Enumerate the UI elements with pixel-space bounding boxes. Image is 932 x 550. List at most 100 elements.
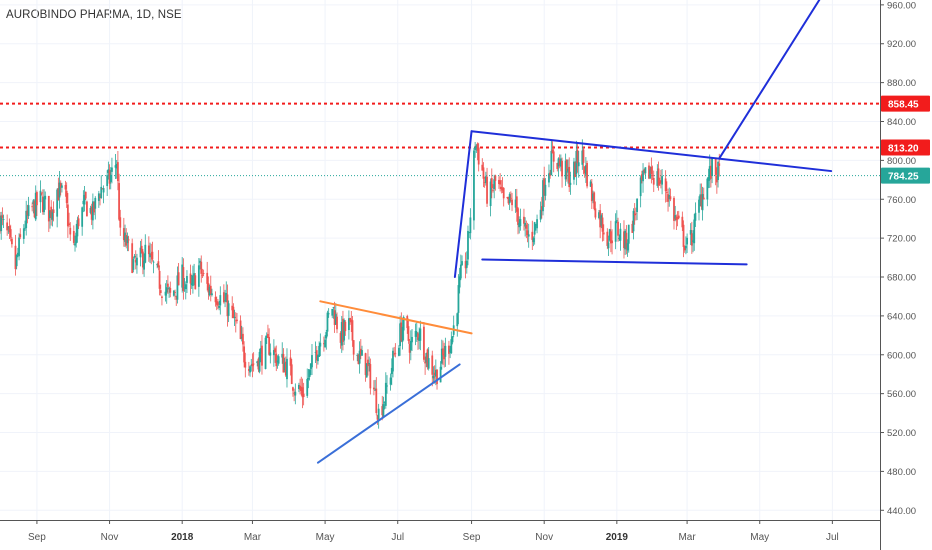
candle-body [648, 165, 650, 179]
candle-body [706, 178, 709, 200]
y-tick-label: 800.00 [887, 156, 916, 167]
candle-body [511, 199, 513, 206]
candle-body [193, 273, 196, 276]
candle-body [66, 204, 69, 227]
candle-body [274, 348, 276, 353]
price-level-badge-label: 784.25 [888, 172, 919, 183]
candle-body [715, 175, 718, 183]
candle-body [24, 227, 26, 229]
candle-body [141, 251, 144, 268]
candle-body [324, 339, 326, 348]
candle-body [690, 233, 693, 246]
candle-body [218, 306, 221, 308]
candle-body [206, 272, 209, 284]
candle-body [598, 212, 600, 219]
candle-body [440, 348, 443, 364]
candle-body [675, 216, 678, 221]
candle-body [115, 163, 118, 169]
candle-body [217, 302, 219, 306]
candle-body [219, 295, 222, 306]
candle-body [477, 147, 480, 165]
candle-body [469, 217, 472, 234]
candle-body [492, 189, 494, 191]
candle-body [377, 408, 380, 419]
candle-body [339, 332, 342, 343]
y-tick-label: 760.00 [887, 195, 916, 206]
price-levels [0, 102, 880, 177]
candle-body [486, 176, 488, 204]
candle-body [133, 255, 136, 258]
y-tick-label: 440.00 [887, 506, 916, 517]
candle-body [286, 358, 288, 380]
candle-body [200, 261, 203, 274]
candle-body [242, 333, 244, 345]
candle-body [509, 197, 512, 199]
candle-body [314, 352, 317, 353]
candle-body [172, 290, 175, 296]
x-tick-label: May [750, 532, 769, 543]
candle-body [250, 364, 253, 366]
candle-body [551, 149, 554, 154]
candle-body [19, 234, 22, 238]
trendlines[interactable] [316, 0, 833, 464]
candle-body [190, 283, 193, 286]
candle-body [368, 362, 371, 365]
candle-body [527, 234, 530, 237]
candle-body [418, 337, 421, 342]
candle-body [276, 360, 279, 363]
price-level-badge-label: 813.20 [888, 144, 919, 155]
candle-body [550, 150, 553, 176]
candle-body [536, 219, 538, 229]
candle-body [424, 361, 427, 364]
candle-body [576, 149, 579, 164]
candle-body [50, 206, 53, 218]
candle-body [593, 192, 596, 209]
candle-body [392, 350, 394, 372]
candle-body [122, 228, 125, 241]
candle-body [415, 332, 418, 334]
candle-body [257, 358, 260, 370]
candle-body [34, 192, 37, 220]
trendline [718, 0, 821, 160]
candle-body [192, 275, 194, 286]
candle-body [161, 296, 163, 298]
candle-body [517, 208, 519, 225]
candle-body [315, 350, 318, 361]
candle-body [352, 340, 355, 355]
candle-body [322, 343, 325, 345]
candle-body [267, 333, 269, 338]
price-level-badge [881, 167, 930, 184]
candle-body [293, 392, 296, 394]
candle-body [169, 287, 172, 293]
candle-body [456, 313, 459, 327]
candle-body [334, 314, 337, 325]
trendline [319, 300, 473, 335]
candle-body [658, 181, 661, 184]
candle-body [457, 285, 460, 313]
candle-body [83, 194, 86, 205]
candle-body [681, 216, 684, 228]
candle-body [548, 173, 550, 183]
candle-body [661, 176, 663, 185]
candle-body [540, 206, 543, 211]
x-tick-label: 2018 [171, 532, 194, 543]
candle-body [264, 337, 267, 369]
candle-body [258, 351, 261, 372]
candle-body [432, 375, 435, 379]
candle-body [606, 231, 609, 246]
candle-body [651, 175, 654, 177]
candle-body [592, 193, 594, 201]
candle-body [283, 362, 286, 371]
grid [0, 0, 880, 520]
chart-title: AUROBINDO PHARMA, 1D, NSE [6, 9, 182, 21]
candle-body [625, 232, 628, 249]
candle-body [215, 301, 218, 305]
candle-body [474, 146, 477, 150]
candle-body [365, 363, 368, 378]
candle-body [568, 166, 571, 188]
candle-body [656, 171, 659, 186]
candle-body [125, 235, 128, 246]
candle-body [361, 350, 363, 356]
